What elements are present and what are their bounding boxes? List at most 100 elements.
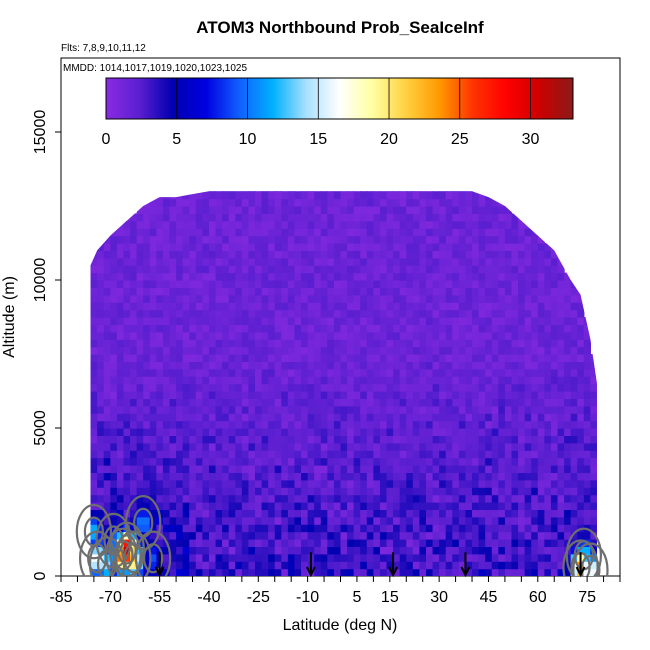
heatmap-cell: [564, 346, 572, 355]
heatmap-cell: [314, 413, 322, 422]
heatmap-cell: [406, 191, 414, 192]
heatmap-cell: [281, 309, 289, 318]
heatmap-cell: [136, 280, 144, 288]
heatmap-cell: [465, 339, 473, 348]
heatmap-cell: [465, 198, 473, 207]
heatmap-cell: [399, 450, 407, 459]
heatmap-cell: [491, 280, 499, 288]
heatmap-cell: [176, 213, 184, 222]
heatmap-cell: [406, 553, 414, 562]
heatmap-cell: [373, 191, 381, 192]
heatmap-cell: [577, 457, 585, 466]
heatmap-cell: [156, 450, 164, 459]
heatmap-cell: [333, 191, 342, 192]
heatmap-cell: [143, 509, 151, 518]
heatmap-cell: [143, 428, 151, 436]
heatmap-cell: [248, 235, 256, 244]
heatmap-cell: [176, 354, 184, 362]
heatmap-cell: [570, 287, 578, 296]
heatmap-cell: [550, 450, 559, 459]
heatmap-cell: [294, 235, 302, 244]
heatmap-cell: [162, 546, 171, 555]
heatmap-cell: [360, 472, 368, 481]
heatmap-cell: [583, 331, 592, 340]
heatmap-cell: [478, 324, 486, 333]
heatmap-cell: [327, 420, 335, 429]
heatmap-cell: [281, 331, 289, 340]
heatmap-cell: [425, 553, 434, 562]
heatmap-cell: [583, 346, 592, 355]
heatmap-cell: [176, 487, 184, 496]
heatmap-cell: [458, 383, 467, 392]
heatmap-cell: [340, 509, 348, 518]
heatmap-cell: [485, 465, 493, 473]
heatmap-cell: [564, 361, 572, 370]
heatmap-cell: [301, 243, 309, 251]
heatmap-cell: [373, 568, 381, 576]
heatmap-cell: [557, 494, 565, 503]
heatmap-cell: [327, 317, 335, 325]
heatmap-cell: [340, 354, 348, 362]
heatmap-cell: [333, 487, 342, 496]
heatmap-cell: [485, 243, 493, 251]
heatmap-cell: [294, 539, 302, 547]
heatmap-cell: [347, 398, 355, 407]
heatmap-cell: [333, 257, 342, 266]
heatmap-cell: [393, 561, 401, 570]
heatmap-cell: [255, 509, 263, 518]
heatmap-cell: [287, 442, 296, 451]
heatmap-cell: [241, 302, 250, 311]
heatmap-cell: [393, 287, 401, 296]
heatmap-cell: [379, 435, 388, 444]
heatmap-cell: [412, 398, 421, 407]
heatmap-cell: [557, 516, 565, 525]
heatmap-cell: [261, 450, 269, 459]
heatmap-cell: [531, 568, 539, 576]
heatmap-cell: [333, 442, 342, 451]
heatmap-cell: [189, 450, 197, 459]
heatmap-cell: [248, 250, 256, 259]
heatmap-cell: [531, 413, 539, 422]
heatmap-cell: [189, 191, 197, 200]
heatmap-cell: [393, 546, 401, 555]
heatmap-cell: [182, 516, 190, 525]
heatmap-cell: [208, 324, 217, 333]
heatmap-cell: [531, 502, 539, 510]
heatmap-cell: [202, 516, 210, 525]
heatmap-cell: [360, 368, 368, 377]
heatmap-cell: [458, 287, 467, 296]
heatmap-cell: [590, 428, 597, 436]
heatmap-cell: [524, 516, 532, 525]
contour-line: [75, 503, 113, 560]
heatmap-cell: [103, 354, 111, 362]
heatmap-cell: [406, 309, 414, 318]
heatmap-cell: [366, 191, 374, 200]
heatmap-cell: [452, 361, 460, 370]
heatmap-cell: [340, 206, 348, 214]
heatmap-cell: [327, 346, 335, 355]
heatmap-cell: [570, 479, 578, 488]
heatmap-cell: [366, 413, 374, 422]
heatmap-cell: [169, 561, 177, 570]
heatmap-cell: [347, 383, 355, 392]
heatmap-cell: [386, 509, 394, 518]
heatmap-cell: [261, 265, 269, 274]
heatmap-cell: [169, 228, 177, 237]
heatmap-cell: [301, 413, 309, 422]
heatmap-cell: [511, 228, 519, 237]
heatmap-cell: [340, 391, 348, 399]
heatmap-cell: [314, 346, 322, 355]
heatmap-cell: [176, 472, 184, 481]
heatmap-cell: [176, 568, 184, 576]
heatmap-cell: [320, 265, 328, 274]
heatmap-cell: [399, 309, 407, 318]
heatmap-cell: [202, 420, 210, 429]
heatmap-cell: [393, 509, 401, 518]
heatmap-cell: [379, 442, 388, 451]
heatmap-cell: [281, 524, 289, 533]
heatmap-cell: [373, 539, 381, 547]
heatmap-cell: [130, 331, 138, 340]
heatmap-cell: [320, 213, 328, 222]
heatmap-cell: [228, 280, 236, 288]
heatmap-cell: [597, 509, 604, 517]
